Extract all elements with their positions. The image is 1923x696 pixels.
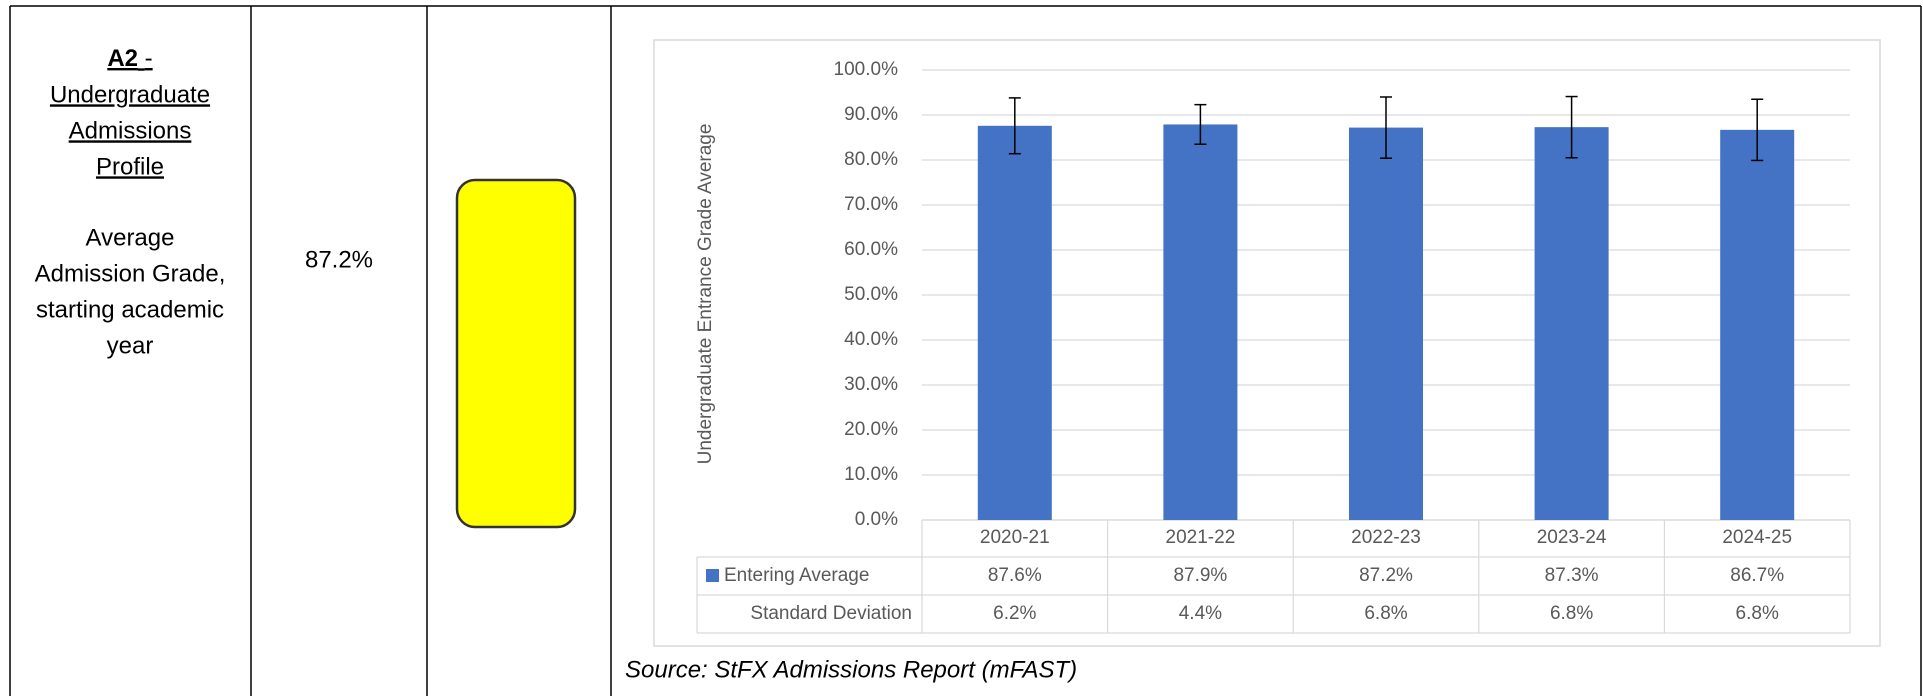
y-tick-label: 10.0% xyxy=(844,464,898,485)
data-table-error: 6.2% xyxy=(993,603,1036,624)
indicator-description: Average xyxy=(86,224,175,251)
legend-label: Entering Average xyxy=(724,565,869,586)
chart-frame xyxy=(653,39,1881,647)
data-table-error: 6.8% xyxy=(1364,603,1407,624)
indicator-heading: Profile xyxy=(96,153,164,180)
indicator-description: year xyxy=(107,332,154,359)
indicator-description: Admission Grade, xyxy=(35,260,226,287)
data-table-error: 6.8% xyxy=(1736,603,1779,624)
y-tick-label: 50.0% xyxy=(844,284,898,305)
source-note: Source: StFX Admissions Report (mFAST) xyxy=(625,656,1077,683)
data-table-value: 86.7% xyxy=(1730,565,1784,586)
indicator-heading: Undergraduate xyxy=(50,81,210,108)
data-table-value: 87.2% xyxy=(1359,565,1413,586)
x-tick-label: 2022-23 xyxy=(1351,527,1421,548)
bar xyxy=(1163,124,1238,520)
x-tick-label: 2021-22 xyxy=(1166,527,1236,548)
x-tick-label: 2020-21 xyxy=(980,527,1050,548)
indicator-value: 87.2% xyxy=(305,246,373,273)
y-tick-label: 20.0% xyxy=(844,419,898,440)
data-table-error: 6.8% xyxy=(1550,603,1593,624)
legend-swatch xyxy=(706,569,719,582)
y-tick-label: 0.0% xyxy=(855,509,898,530)
data-table-value: 87.6% xyxy=(988,565,1042,586)
y-tick-label: 70.0% xyxy=(844,194,898,215)
legend-label: Standard Deviation xyxy=(750,603,912,624)
y-tick-label: 60.0% xyxy=(844,239,898,260)
y-tick-label: 30.0% xyxy=(844,374,898,395)
bar xyxy=(977,125,1052,521)
bar xyxy=(1720,129,1795,520)
data-table-value: 87.9% xyxy=(1173,565,1227,586)
y-tick-label: 90.0% xyxy=(844,104,898,125)
indicator-separator: - xyxy=(145,45,153,72)
data-table-value: 87.3% xyxy=(1545,565,1599,586)
bar xyxy=(1349,127,1423,520)
indicator-code: A2 xyxy=(107,45,138,72)
bar xyxy=(1534,127,1609,521)
indicator-description: starting academic xyxy=(36,296,224,323)
data-table-error: 4.4% xyxy=(1179,603,1222,624)
x-tick-label: 2023-24 xyxy=(1537,527,1607,548)
y-tick-label: 80.0% xyxy=(844,149,898,170)
indicator-heading: Admissions xyxy=(69,117,192,144)
x-tick-label: 2024-25 xyxy=(1722,527,1792,548)
y-axis-label: Undergraduate Entrance Grade Average xyxy=(695,124,716,465)
status-indicator xyxy=(455,178,577,529)
indicator-code-line: A2 - xyxy=(107,45,152,72)
y-tick-label: 100.0% xyxy=(834,59,899,80)
y-tick-label: 40.0% xyxy=(844,329,898,350)
